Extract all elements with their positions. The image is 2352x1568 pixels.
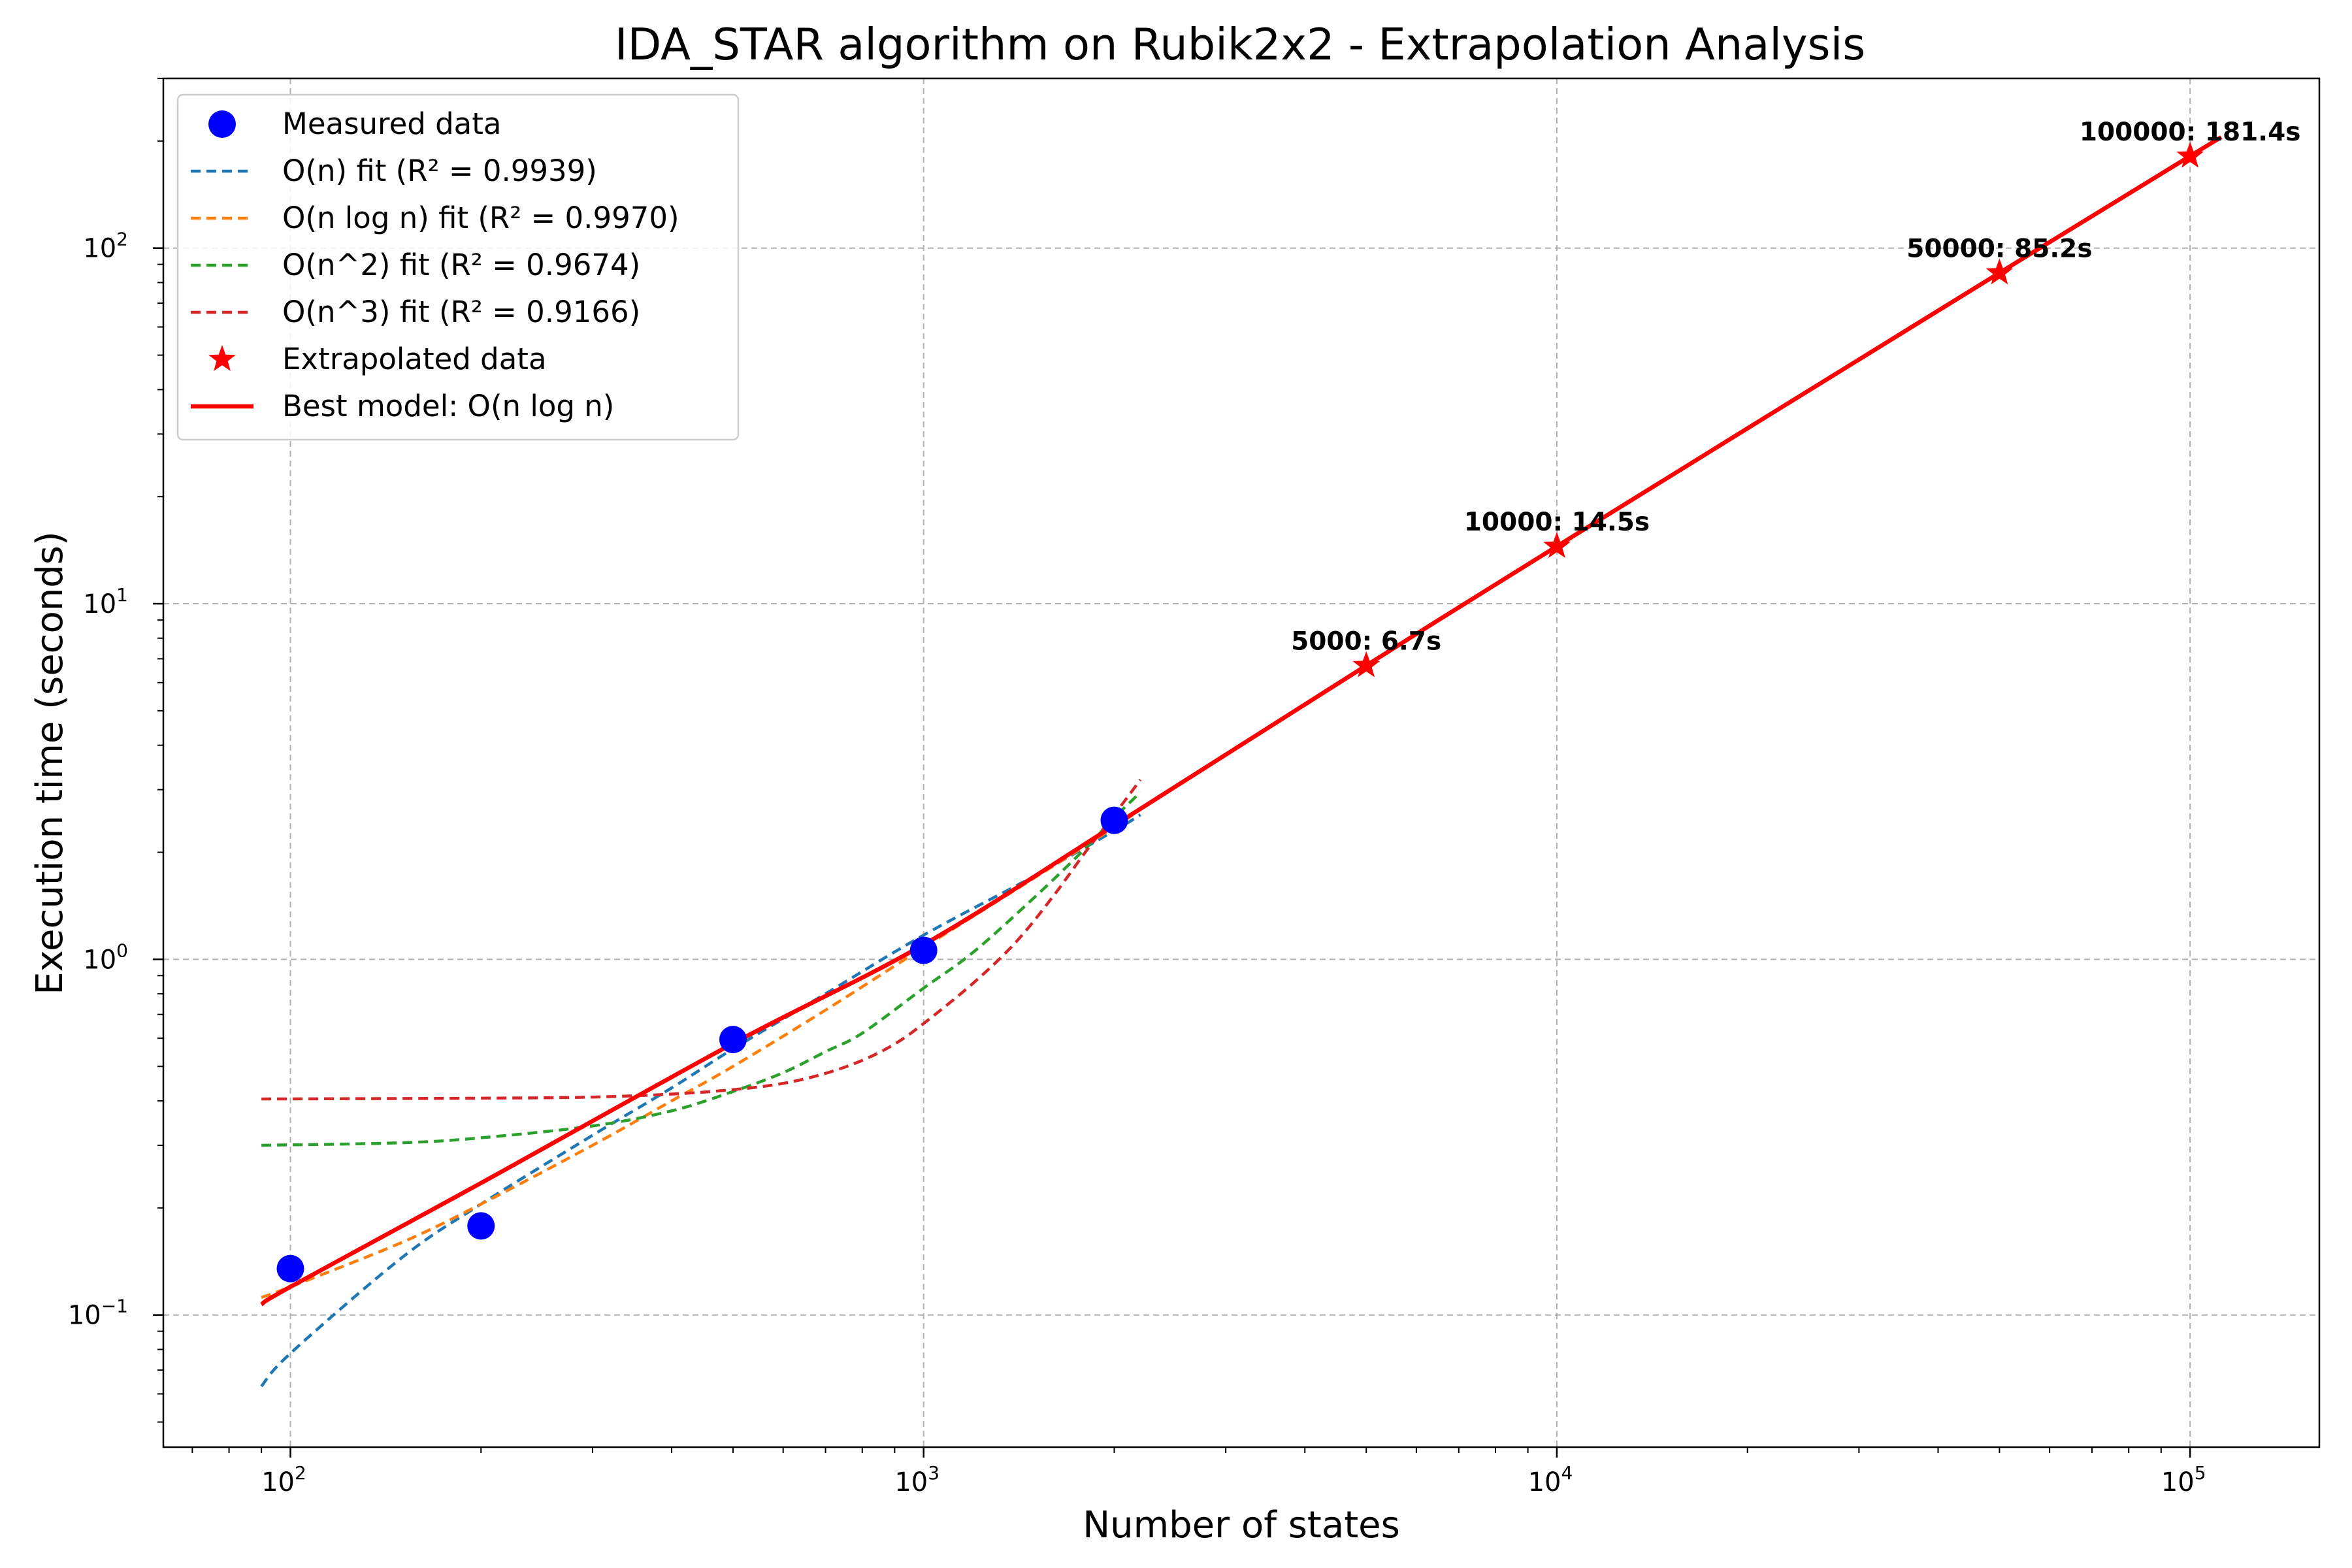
y-tick-label: 10−1 <box>68 1296 128 1331</box>
extrapolated-label: 50000: 85.2s <box>1906 235 2092 264</box>
y-tick-label-base: 10 <box>83 234 116 264</box>
x-tick-label-exp: 3 <box>928 1462 939 1484</box>
legend-label: Extrapolated data <box>282 342 547 376</box>
x-tick-label: 102 <box>261 1462 306 1497</box>
x-tick-label: 103 <box>894 1462 939 1497</box>
legend-label: O(n log n) fit (R² = 0.9970) <box>282 201 679 235</box>
x-axis-label: Number of states <box>1083 1504 1400 1546</box>
y-tick-label: 101 <box>83 584 128 619</box>
y-tick-label: 102 <box>83 229 128 264</box>
x-tick-label-exp: 2 <box>295 1462 306 1484</box>
measured-point <box>719 1026 747 1054</box>
y-tick-label-base: 10 <box>83 945 116 975</box>
fit-line-cubic <box>261 779 1142 1101</box>
chart-title: IDA_STAR algorithm on Rubik2x2 - Extrapo… <box>615 19 1865 70</box>
measured-point <box>909 936 938 964</box>
extrapolated-point <box>2176 141 2204 168</box>
measured-point <box>276 1254 304 1282</box>
extrapolated-point <box>1543 532 1571 558</box>
x-tick-label-base: 10 <box>894 1467 928 1497</box>
x-tick-label-exp: 5 <box>2195 1462 2206 1484</box>
extrapolated-point <box>1985 258 2014 285</box>
extrapolated-label: 10000: 14.5s <box>1464 508 1650 537</box>
extrapolated-label: 5000: 6.7s <box>1291 627 1441 657</box>
legend: Measured data O(n) fit (R² = 0.9939) O(n l… <box>176 93 740 441</box>
axes-frame <box>162 77 2321 1448</box>
x-tick-label-base: 10 <box>2161 1467 2195 1497</box>
y-tick-label-exp: 0 <box>116 939 128 961</box>
y-tick-label-base: 10 <box>83 589 116 619</box>
fit-line-nlogn <box>261 808 1141 1299</box>
extrapolated-label: 100000: 181.4s <box>2080 118 2301 147</box>
legend-label: O(n) fit (R² = 0.9939) <box>282 154 597 188</box>
legend-marker-measured <box>208 110 236 138</box>
points-layer: 5000: 6.7s 10000: 14.5s 50000: 85.2s 100000… <box>276 118 2300 1282</box>
legend-label: Measured data <box>282 106 501 141</box>
y-tick-label-exp: 2 <box>116 229 128 250</box>
y-axis-label: Execution time (seconds) <box>29 531 71 995</box>
y-tick-label: 100 <box>83 939 128 975</box>
y-tick-label-exp: 1 <box>116 584 128 606</box>
legend-label: O(n^2) fit (R² = 0.9674) <box>282 248 640 282</box>
legend-label: O(n^3) fit (R² = 0.9166) <box>282 295 640 329</box>
extrapolated-point <box>1352 651 1380 678</box>
x-tick-label-base: 10 <box>261 1467 295 1497</box>
x-tick-label: 105 <box>2161 1462 2206 1497</box>
y-tick-label-exp: −1 <box>101 1296 128 1317</box>
x-tick-label: 104 <box>1528 1462 1573 1497</box>
x-tick-label-base: 10 <box>1528 1467 1561 1497</box>
measured-point <box>467 1212 495 1240</box>
x-tick-label-exp: 4 <box>1561 1462 1573 1484</box>
measured-point <box>1100 806 1128 834</box>
legend-label: Best model: O(n log n) <box>282 389 614 423</box>
fit-line-quadratic <box>261 791 1142 1147</box>
legend-marker-extrapolated <box>208 345 236 371</box>
legend-box <box>176 93 740 441</box>
y-tick-label-base: 10 <box>68 1301 101 1331</box>
